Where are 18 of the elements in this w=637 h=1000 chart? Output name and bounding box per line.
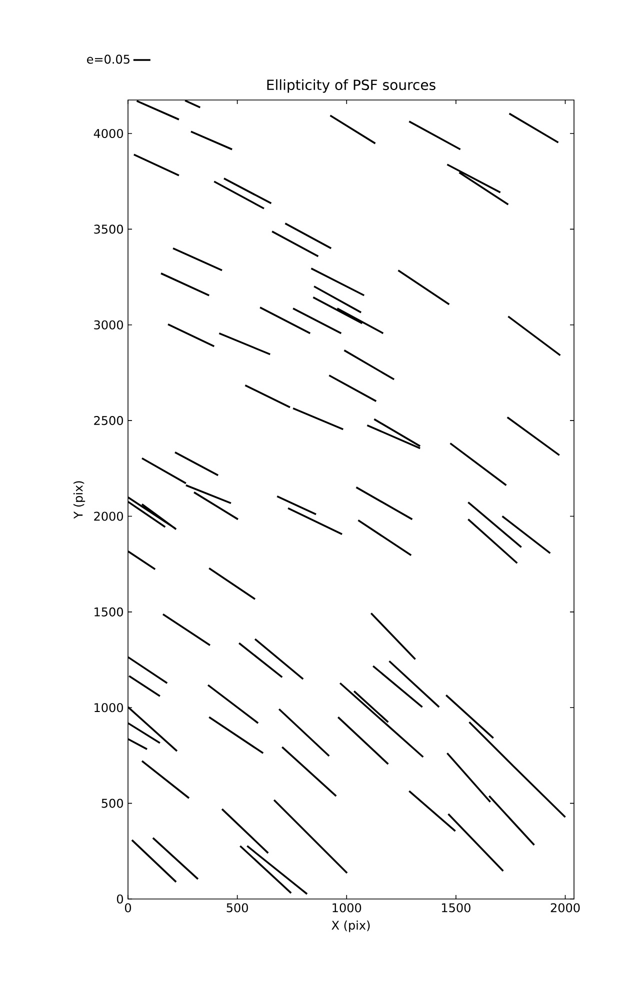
y-tick-label: 3500 — [94, 224, 123, 234]
y-tick-label: 1500 — [94, 607, 123, 616]
x-tick-label: 1000 — [332, 903, 362, 912]
y-tick-label: 2500 — [94, 416, 123, 426]
y-tick-label: 4000 — [94, 128, 123, 138]
y-tick-label: 2000 — [94, 512, 123, 521]
legend-label: e=0.05 — [87, 54, 130, 64]
x-tick-label: 2000 — [550, 903, 580, 912]
x-tick-label: 0 — [124, 903, 132, 912]
y-tick-label: 500 — [102, 798, 124, 808]
y-tick-label: 1000 — [94, 703, 123, 712]
y-tick-label: 0 — [116, 894, 124, 904]
x-tick-label: 1500 — [442, 903, 470, 912]
chart-title: Ellipticity of PSF sources — [267, 79, 436, 93]
y-tick-label: 3000 — [94, 320, 123, 330]
y-axis-title: Y (pix) — [73, 481, 86, 519]
x-axis-title: X (pix) — [332, 920, 370, 932]
x-tick-label: 500 — [226, 903, 248, 912]
